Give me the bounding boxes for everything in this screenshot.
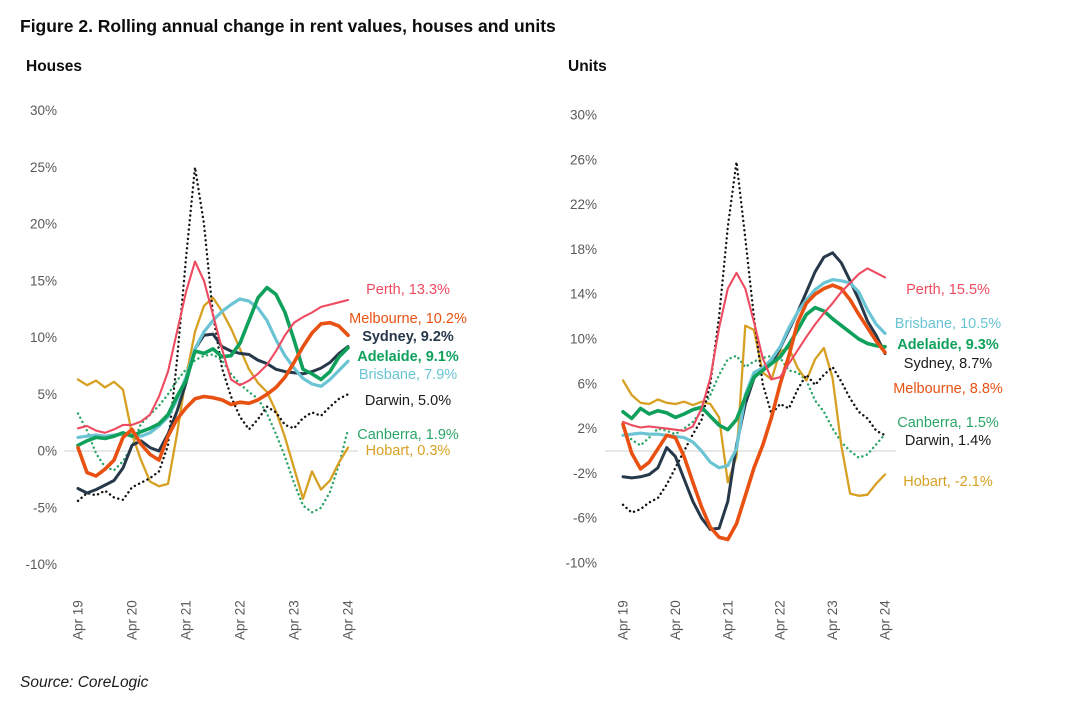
units-y-axis-tick-label: 2% [577,421,597,436]
houses-y-axis-tick-label: -5% [33,500,57,515]
houses-series-label-brisbane: Brisbane, 7.9% [359,367,457,383]
units-y-axis-tick-label: 14% [570,287,597,302]
houses-y-axis-tick-label: 20% [30,217,57,232]
houses-series-line-hobart [76,296,350,500]
units-series-label-darwin: Darwin, 1.4% [905,433,991,449]
source-note: Source: CoreLogic [20,674,149,691]
houses-x-axis-tick-label: Apr 24 [341,600,356,640]
houses-series-label-adelaide: Adelaide, 9.1% [357,349,459,365]
houses-series-label-darwin: Darwin, 5.0% [365,393,451,409]
units-y-axis-tick-label: 30% [570,108,597,123]
units-series-line-melbourne [621,283,887,542]
houses-series-label-canberra: Canberra, 1.9% [357,427,459,443]
units-series-label-canberra: Canberra, 1.5% [897,415,999,431]
houses-y-axis-tick-label: 15% [30,273,57,288]
houses-y-axis-tick-label: 5% [37,387,57,402]
houses-series-label-melbourne: Melbourne, 10.2% [349,311,467,327]
figure-title: Figure 2. Rolling annual change in rent … [20,16,556,36]
units-y-axis-tick-label: 18% [570,242,597,257]
units-x-axis-tick-label: Apr 24 [878,600,893,640]
units-x-axis-tick-label: Apr 21 [720,600,735,640]
units-x-axis-tick-label: Apr 19 [616,600,631,640]
houses-chart-title: Houses [26,58,82,75]
units-series-label-adelaide: Adelaide, 9.3% [897,337,999,353]
houses-series-line-melbourne [76,320,350,478]
houses-series-line-adelaide [76,285,350,448]
units-y-axis-tick-label: 22% [570,197,597,212]
houses-x-axis-tick-label: Apr 21 [179,600,194,640]
units-y-axis-tick-label: -6% [573,511,597,526]
houses-y-axis-tick-label: 10% [30,330,57,345]
units-series-line-perth [621,267,887,432]
units-series-label-perth: Perth, 15.5% [906,282,990,298]
houses-x-axis-tick-label: Apr 23 [287,600,302,640]
houses-y-axis-tick-label: -10% [25,557,57,572]
units-y-axis-tick-label: -10% [565,556,597,571]
houses-series-label-sydney: Sydney, 9.2% [362,329,454,345]
houses-x-axis-tick-label: Apr 22 [233,600,248,640]
units-y-axis-tick-label: 6% [577,376,597,391]
units-series-label-melbourne: Melbourne, 8.8% [893,381,1003,397]
units-series-label-brisbane: Brisbane, 10.5% [895,316,1002,332]
houses-x-axis-tick-label: Apr 19 [71,600,86,640]
units-y-axis-tick-label: -2% [573,466,597,481]
houses-y-axis-tick-label: 25% [30,160,57,175]
units-chart-title: Units [568,58,607,75]
units-y-axis-tick-label: 26% [570,152,597,167]
units-series-line-adelaide [621,305,887,432]
units-y-axis-tick-label: 10% [570,332,597,347]
units-series-label-sydney: Sydney, 8.7% [904,356,993,372]
units-x-axis-tick-label: Apr 23 [825,600,840,640]
houses-series-line-sydney [76,332,350,495]
houses-series-line-brisbane [76,297,350,439]
houses-series-line-perth [76,260,350,434]
units-x-axis-tick-label: Apr 20 [668,600,683,640]
units-x-axis-tick-label: Apr 22 [773,600,788,640]
houses-series-label-hobart: Hobart, 0.3% [366,443,451,459]
houses-series-label-perth: Perth, 13.3% [366,282,450,298]
units-series-label-hobart: Hobart, -2.1% [903,474,993,490]
houses-y-axis-tick-label: 0% [37,444,57,459]
units-series-line-hobart [621,324,887,497]
houses-y-axis-tick-label: 30% [30,103,57,118]
houses-x-axis-tick-label: Apr 20 [125,600,140,640]
